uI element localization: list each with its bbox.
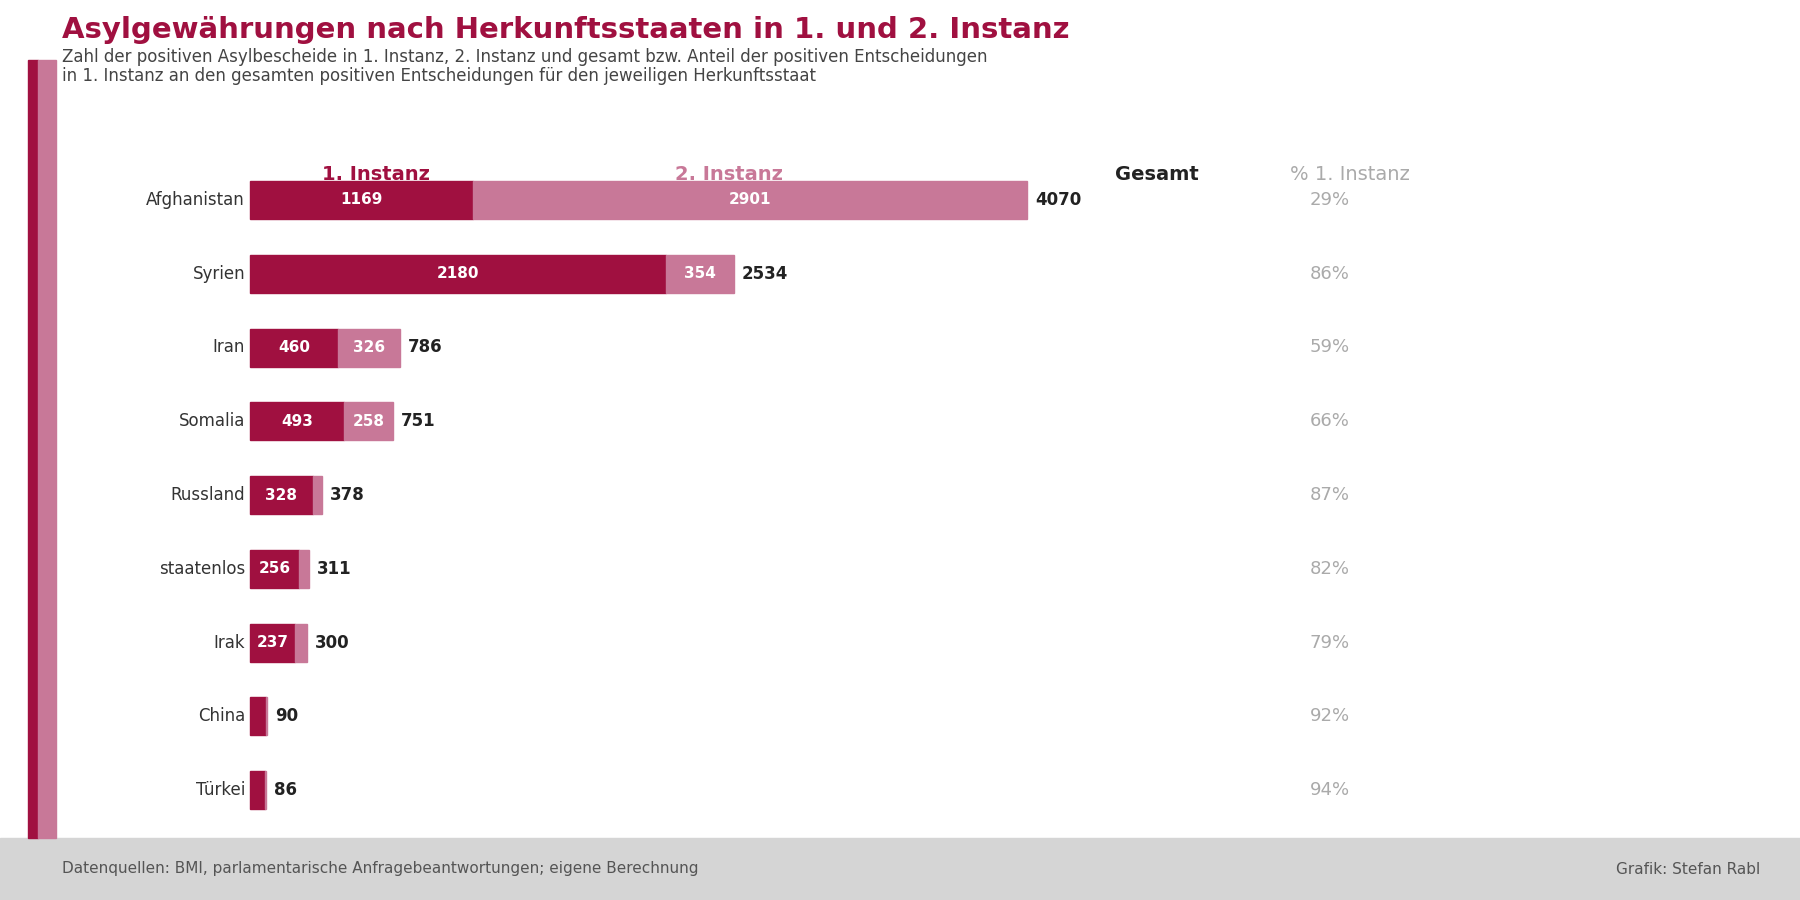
Text: 79%: 79% bbox=[1310, 634, 1350, 652]
Text: 4070: 4070 bbox=[1035, 191, 1082, 209]
Text: 460: 460 bbox=[277, 340, 310, 355]
Text: Russland: Russland bbox=[171, 486, 245, 504]
Bar bbox=[250, 255, 666, 292]
Text: 86: 86 bbox=[274, 781, 297, 799]
Bar bbox=[299, 550, 310, 588]
Text: China: China bbox=[198, 707, 245, 725]
Text: 2534: 2534 bbox=[742, 265, 788, 283]
Text: 378: 378 bbox=[329, 486, 365, 504]
Text: Grafik: Stefan Rabl: Grafik: Stefan Rabl bbox=[1616, 861, 1760, 877]
Text: 94%: 94% bbox=[1310, 781, 1350, 799]
Bar bbox=[666, 255, 734, 292]
Text: 300: 300 bbox=[315, 634, 349, 652]
Text: 87%: 87% bbox=[1310, 486, 1350, 504]
Text: 328: 328 bbox=[265, 488, 297, 502]
Bar bbox=[29, 60, 38, 838]
Bar bbox=[0, 838, 1800, 900]
Text: 1169: 1169 bbox=[340, 193, 383, 208]
Text: 82%: 82% bbox=[1310, 560, 1350, 578]
Text: Irak: Irak bbox=[214, 634, 245, 652]
Text: Somalia: Somalia bbox=[178, 412, 245, 430]
Bar bbox=[250, 328, 338, 366]
Text: Syrien: Syrien bbox=[193, 265, 245, 283]
Text: in 1. Instanz an den gesamten positiven Entscheidungen für den jeweiligen Herkun: in 1. Instanz an den gesamten positiven … bbox=[61, 67, 815, 85]
Text: 2901: 2901 bbox=[729, 193, 772, 208]
Text: Zahl der positiven Asylbescheide in 1. Instanz, 2. Instanz und gesamt bzw. Antei: Zahl der positiven Asylbescheide in 1. I… bbox=[61, 48, 988, 66]
Text: 59%: 59% bbox=[1310, 338, 1350, 356]
Text: 1. Instanz: 1. Instanz bbox=[322, 166, 430, 184]
Text: Datenquellen: BMI, parlamentarische Anfragebeantwortungen; eigene Berechnung: Datenquellen: BMI, parlamentarische Anfr… bbox=[61, 861, 698, 877]
Text: Gesamt: Gesamt bbox=[1114, 166, 1199, 184]
Text: staatenlos: staatenlos bbox=[158, 560, 245, 578]
Bar bbox=[313, 476, 322, 514]
Text: 90: 90 bbox=[275, 707, 299, 725]
Text: Asylgewährungen nach Herkunftsstaaten in 1. und 2. Instanz: Asylgewährungen nach Herkunftsstaaten in… bbox=[61, 16, 1069, 44]
Text: % 1. Instanz: % 1. Instanz bbox=[1291, 166, 1409, 184]
Text: 86%: 86% bbox=[1310, 265, 1350, 283]
Bar bbox=[250, 698, 266, 735]
Text: Iran: Iran bbox=[212, 338, 245, 356]
Bar bbox=[338, 328, 400, 366]
Bar bbox=[250, 476, 313, 514]
Bar bbox=[250, 771, 265, 809]
Bar bbox=[38, 60, 56, 838]
Text: 66%: 66% bbox=[1310, 412, 1350, 430]
Bar bbox=[473, 181, 1028, 219]
Bar bbox=[250, 181, 473, 219]
Text: 2180: 2180 bbox=[437, 266, 479, 281]
Text: 493: 493 bbox=[281, 414, 313, 428]
Bar bbox=[250, 550, 299, 588]
Text: 326: 326 bbox=[353, 340, 385, 355]
Text: 237: 237 bbox=[257, 635, 288, 650]
Text: 258: 258 bbox=[353, 414, 385, 428]
Bar bbox=[250, 624, 295, 662]
Text: 786: 786 bbox=[409, 338, 443, 356]
Text: 354: 354 bbox=[684, 266, 716, 281]
Text: 92%: 92% bbox=[1310, 707, 1350, 725]
Text: 751: 751 bbox=[401, 412, 436, 430]
Text: 29%: 29% bbox=[1310, 191, 1350, 209]
Text: Türkei: Türkei bbox=[196, 781, 245, 799]
Text: 311: 311 bbox=[317, 560, 353, 578]
Bar bbox=[295, 624, 308, 662]
Text: Afghanistan: Afghanistan bbox=[146, 191, 245, 209]
Bar bbox=[250, 402, 344, 440]
Bar bbox=[344, 402, 394, 440]
Text: 256: 256 bbox=[259, 562, 290, 576]
Text: 2. Instanz: 2. Instanz bbox=[675, 166, 783, 184]
